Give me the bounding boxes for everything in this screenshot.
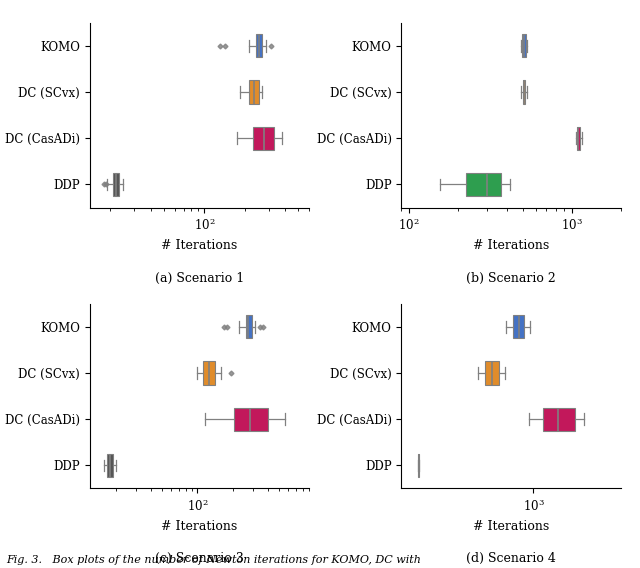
PathPatch shape [108, 454, 113, 477]
PathPatch shape [523, 81, 525, 103]
PathPatch shape [234, 408, 268, 431]
Title: (b) Scenario 2: (b) Scenario 2 [466, 272, 556, 285]
PathPatch shape [203, 361, 215, 385]
PathPatch shape [246, 315, 252, 339]
PathPatch shape [255, 34, 262, 57]
X-axis label: # Iterations: # Iterations [161, 239, 237, 252]
PathPatch shape [484, 361, 499, 385]
PathPatch shape [513, 315, 524, 339]
PathPatch shape [113, 173, 118, 196]
Title: (d) Scenario 4: (d) Scenario 4 [466, 553, 556, 565]
X-axis label: # Iterations: # Iterations [473, 520, 549, 533]
PathPatch shape [577, 127, 580, 150]
X-axis label: # Iterations: # Iterations [161, 520, 237, 533]
PathPatch shape [543, 408, 575, 431]
Text: Fig. 3.   Box plots of the number of Newton iterations for KOMO, DC with: Fig. 3. Box plots of the number of Newto… [6, 555, 421, 565]
X-axis label: # Iterations: # Iterations [473, 239, 549, 252]
PathPatch shape [522, 34, 526, 57]
PathPatch shape [249, 81, 259, 103]
Title: (a) Scenario 1: (a) Scenario 1 [155, 272, 244, 285]
Title: (c) Scenario 3: (c) Scenario 3 [155, 553, 244, 565]
PathPatch shape [466, 173, 501, 196]
PathPatch shape [253, 127, 274, 150]
